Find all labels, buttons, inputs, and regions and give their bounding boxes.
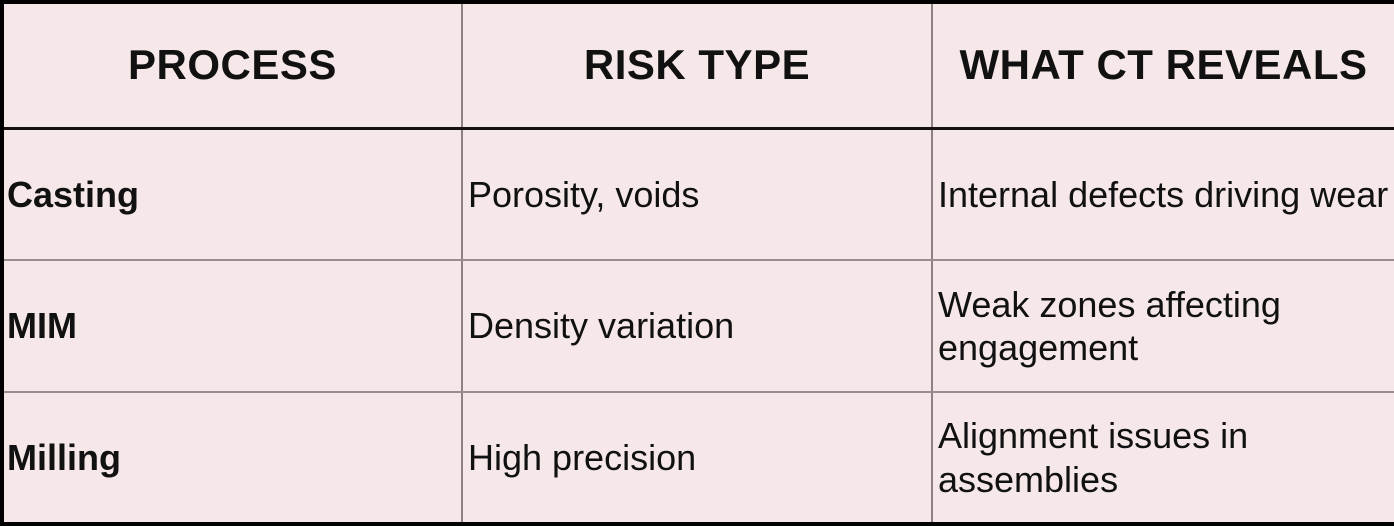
table-header-row: PROCESS RISK TYPE WHAT CT REVEALS — [2, 2, 1394, 130]
column-header-process: PROCESS — [2, 2, 463, 130]
table-row: MIM Density variation Weak zones affecti… — [2, 259, 1394, 393]
column-header-what-ct-reveals: WHAT CT REVEALS — [931, 2, 1394, 130]
cell-process: Casting — [2, 127, 463, 261]
cell-risk-type: Porosity, voids — [461, 127, 933, 261]
column-header-risk-type: RISK TYPE — [461, 2, 933, 130]
table-row: Casting Porosity, voids Internal defects… — [2, 127, 1394, 261]
cell-what-ct-reveals: Alignment issues in assemblies — [931, 391, 1394, 524]
cell-what-ct-reveals: Internal defects driving wear — [931, 127, 1394, 261]
cell-risk-type: High precision — [461, 391, 933, 524]
cell-what-ct-reveals: Weak zones affecting engagement — [931, 259, 1394, 393]
cell-process: Milling — [2, 391, 463, 524]
cell-process: MIM — [2, 259, 463, 393]
cell-risk-type: Density variation — [461, 259, 933, 393]
table-row: Milling High precision Alignment issues … — [2, 391, 1394, 524]
